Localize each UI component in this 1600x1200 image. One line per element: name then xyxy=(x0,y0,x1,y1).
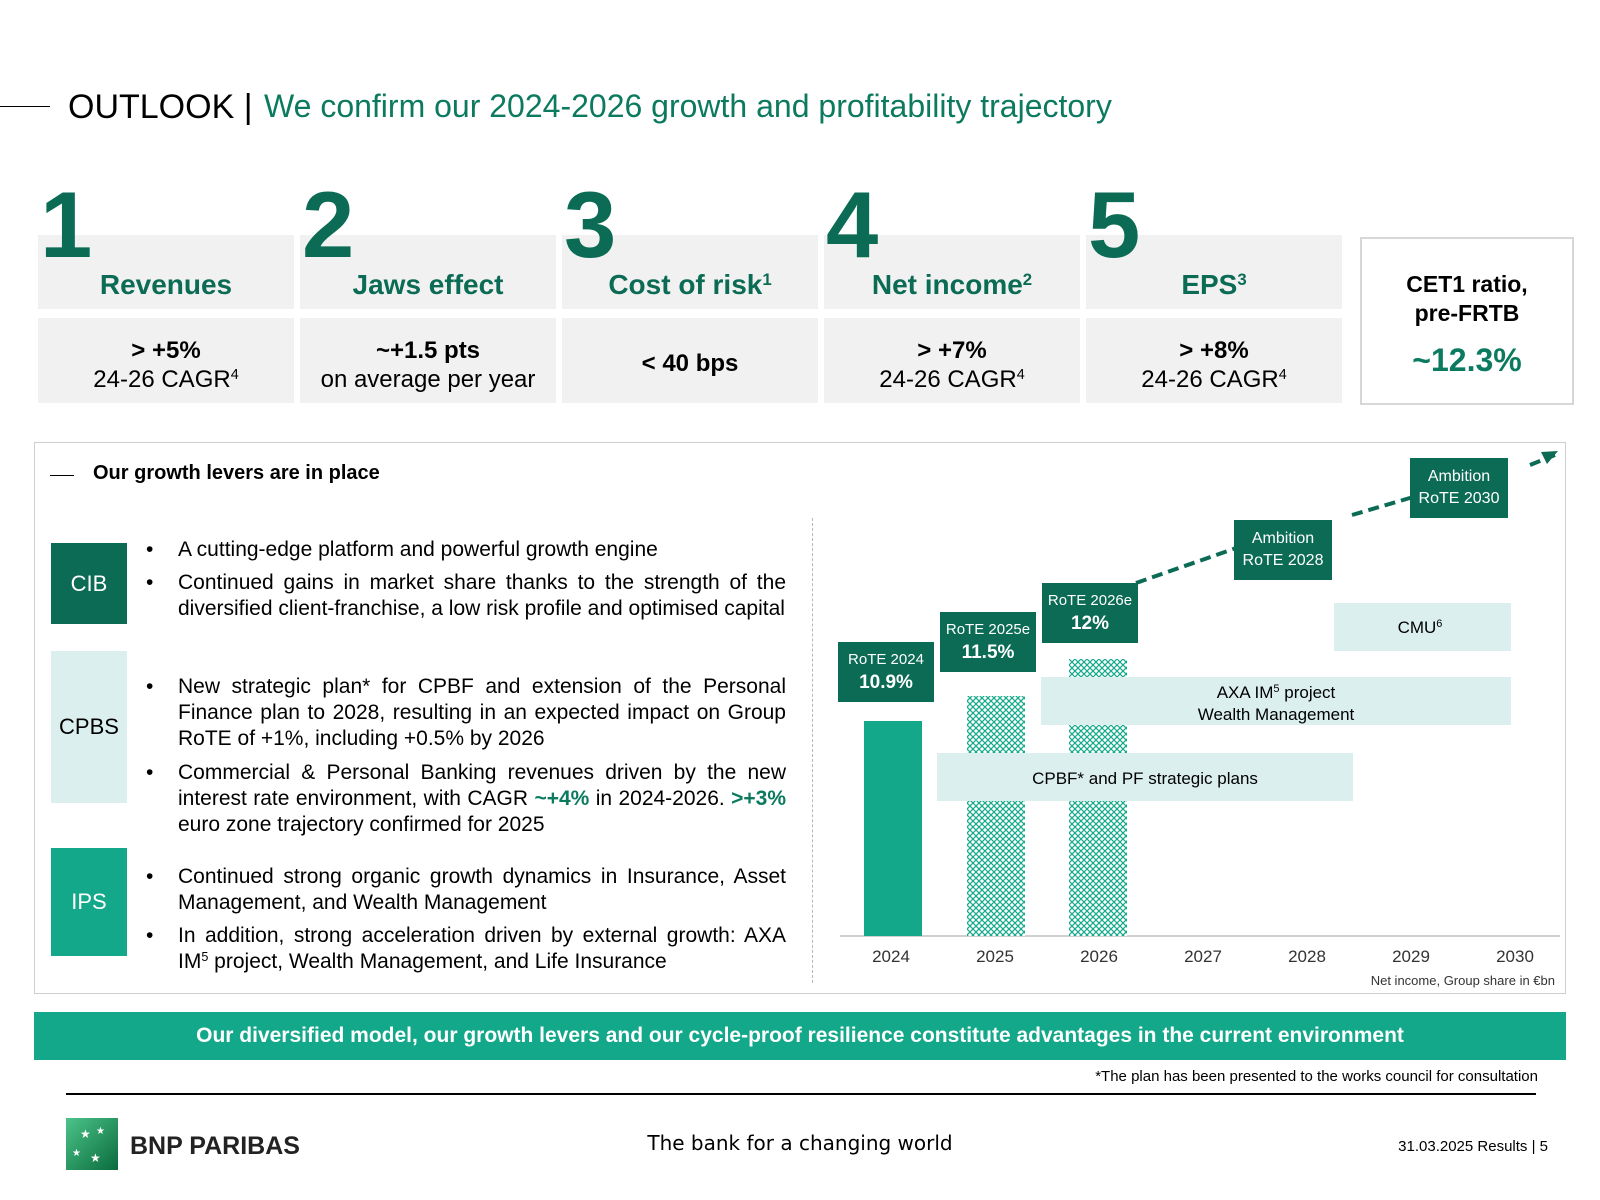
rote-2024-value: 10.9% xyxy=(859,672,913,693)
conclusion-banner: Our diversified model, our growth levers… xyxy=(34,1012,1566,1060)
svg-text:★: ★ xyxy=(72,1148,81,1159)
footnote: *The plan has been presented to the work… xyxy=(1095,1068,1538,1085)
lever-axa-label-1: AXA IM5 project xyxy=(1217,683,1336,702)
kpi-number: 5 xyxy=(1088,172,1141,277)
kpi-net-income-header: Net income2 xyxy=(824,235,1080,309)
footer-rule xyxy=(66,1093,1536,1095)
tick-label: 2027 xyxy=(1184,947,1222,966)
lever-axa xyxy=(1041,677,1511,725)
svg-text:★: ★ xyxy=(80,1127,91,1141)
kpi-revenues-value: > +5% 24-26 CAGR4 xyxy=(38,318,294,403)
tick-label: 2025 xyxy=(976,947,1014,966)
cet1-box: CET1 ratio, pre-FRTB ~12.3% xyxy=(1360,237,1574,405)
lever-axa-label-2: Wealth Management xyxy=(1198,705,1355,724)
kpi-label: Jaws effect xyxy=(352,269,504,300)
kpi-net-income-value: > +7% 24-26 CAGR4 xyxy=(824,318,1080,403)
kpi-label: Revenues xyxy=(99,269,233,300)
bullet-cpbs-2: • Commercial & Personal Banking revenues … xyxy=(146,761,787,836)
kpi-cost-of-risk-header: Cost of risk1 xyxy=(562,235,818,309)
lever-cpbf-label: CPBF* and PF strategic plans xyxy=(1032,769,1258,788)
tick-label: 2026 xyxy=(1080,947,1118,966)
ambition-2028-line2: RoTE 2028 xyxy=(1243,552,1324,569)
bar-2024 xyxy=(864,721,922,936)
tick-label: 2028 xyxy=(1288,947,1326,966)
rote-2024-label: RoTE 2024 xyxy=(848,651,924,668)
kpi-number: 2 xyxy=(302,172,355,277)
kpi-number: 3 xyxy=(564,172,617,277)
tick-label: 2029 xyxy=(1392,947,1430,966)
rote-2026-label: RoTE 2026e xyxy=(1048,592,1132,609)
bullet-cib-1: • A cutting-edge platform and powerful gr… xyxy=(146,538,658,561)
kpi-eps-header: EPS3 xyxy=(1086,235,1342,309)
brand-name: BNP PARIBAS xyxy=(130,1132,300,1160)
ambition-2030-line1: Ambition xyxy=(1428,468,1490,485)
rote-2025-box xyxy=(940,612,1036,672)
ambition-2028-box xyxy=(1234,520,1332,580)
page-reference: 31.03.2025 Results | 5 xyxy=(1398,1138,1548,1155)
bullet-cpbs-1: • New strategic plan* for CPBF and extens… xyxy=(146,675,786,750)
chart-note: Net income, Group share in €bn xyxy=(1371,973,1555,988)
rote-chart: CPBF* and PF strategic plans AXA IM5 pro… xyxy=(838,451,1560,988)
segment-cib: CIB xyxy=(51,543,127,624)
rote-2025-label: RoTE 2025e xyxy=(946,621,1030,638)
lever-cmu-label: CMU6 xyxy=(1398,618,1443,637)
section-label: OUTLOOK | xyxy=(68,88,253,126)
lever-cmu xyxy=(1334,603,1511,651)
bullet-ips-1: • Continued strong organic growth dynamic… xyxy=(146,865,786,914)
svg-text:★: ★ xyxy=(96,1126,105,1137)
kpi-cost-of-risk-value: < 40 bps xyxy=(562,318,818,403)
svg-text:★: ★ xyxy=(90,1151,101,1165)
bullet-cib-2: • Continued gains in market share thanks … xyxy=(146,571,786,620)
segment-cpbs: CPBS xyxy=(51,651,127,803)
page-title: We confirm our 2024-2026 growth and prof… xyxy=(264,88,1112,124)
bnp-logo-icon: ★ ★ ★ ★ xyxy=(66,1118,118,1170)
kpi-label: Net income2 xyxy=(871,269,1033,300)
tagline: The bank for a changing world xyxy=(647,1131,953,1155)
ambition-2030-line2: RoTE 2030 xyxy=(1419,490,1500,507)
tick-label: 2024 xyxy=(872,947,910,966)
cet1-value: ~12.3% xyxy=(1412,342,1522,378)
bullet-ips-2: • In addition, strong acceleration driven… xyxy=(146,924,786,973)
rote-2026-value: 12% xyxy=(1071,613,1109,634)
segment-ips: IPS xyxy=(51,848,127,956)
header-rule xyxy=(0,106,50,107)
kpi-label: EPS3 xyxy=(1181,269,1247,300)
bar-2025 xyxy=(967,696,1025,936)
trajectory-arrowhead xyxy=(1541,451,1558,464)
panel-title: Our growth levers are in place xyxy=(93,462,380,484)
kpi-number: 1 xyxy=(40,172,93,277)
cet1-title: CET1 ratio, pre-FRTB xyxy=(1406,271,1528,326)
panel-title-rule xyxy=(50,475,74,476)
ambition-2030-box xyxy=(1410,458,1508,518)
kpi-revenues-header: Revenues xyxy=(38,235,294,309)
kpi-eps-value: > +8% 24-26 CAGR4 xyxy=(1086,318,1342,403)
kpi-number: 4 xyxy=(826,172,879,277)
rote-2024-box xyxy=(838,642,934,702)
rote-2026-box xyxy=(1042,583,1138,643)
rote-2025-value: 11.5% xyxy=(962,642,1015,663)
kpi-jaws-header: Jaws effect xyxy=(300,235,556,309)
lever-cpbf xyxy=(937,753,1353,801)
kpi-label: Cost of risk1 xyxy=(608,269,772,300)
kpi-jaws-value: ~+1.5 pts on average per year xyxy=(300,318,556,403)
ambition-2028-line1: Ambition xyxy=(1252,530,1314,547)
tick-label: 2030 xyxy=(1496,947,1534,966)
panel-divider xyxy=(812,518,813,983)
